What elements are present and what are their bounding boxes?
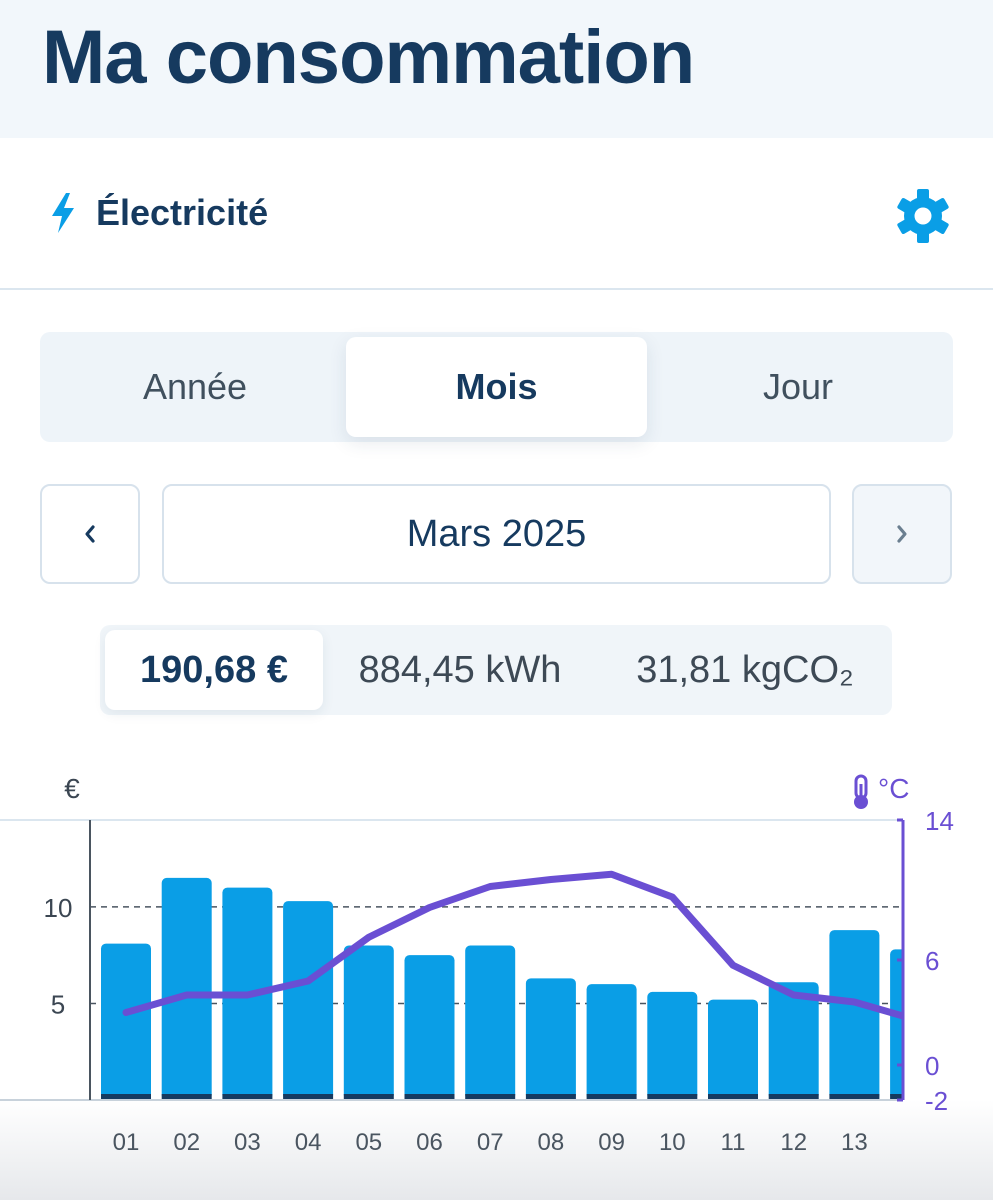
energy-label: Électricité — [96, 192, 269, 233]
thermometer-icon — [854, 774, 868, 809]
period-type-tabs: Année Mois Jour — [40, 332, 953, 442]
bar — [343, 945, 394, 1100]
y2-tick-label: 14 — [925, 806, 954, 836]
bottom-fade — [0, 1100, 993, 1200]
x-tick-label: 09 — [598, 1129, 625, 1156]
bar — [647, 991, 698, 1100]
metric-co2[interactable]: 31,81 kgCO₂ — [636, 648, 854, 691]
x-tick-label: 03 — [234, 1129, 261, 1156]
next-period-button[interactable] — [852, 484, 952, 584]
x-tick-label: 01 — [113, 1129, 140, 1156]
y-tick-label: 10 — [44, 893, 73, 923]
page-title: Ma consommation — [42, 15, 695, 100]
bar-base — [829, 1094, 880, 1100]
bar-base — [586, 1094, 637, 1100]
bar — [768, 982, 819, 1100]
bar — [101, 943, 151, 1100]
bar-base — [404, 1094, 455, 1100]
y2-axis-label: °C — [878, 773, 909, 804]
bar — [283, 901, 334, 1100]
bar — [890, 949, 903, 1100]
tab-mois[interactable]: Mois — [346, 337, 647, 437]
bar-base — [708, 1094, 758, 1100]
y-tick-label: 5 — [51, 989, 65, 1019]
bar — [829, 930, 880, 1100]
y-axis-label: € — [64, 773, 80, 804]
x-tick-label: 04 — [295, 1129, 322, 1156]
bar-base — [161, 1094, 212, 1100]
gear-icon[interactable] — [895, 188, 951, 244]
metric-energy[interactable]: 884,45 kWh — [358, 648, 562, 691]
x-tick-label: 08 — [538, 1129, 565, 1156]
tab-jour[interactable]: Jour — [762, 366, 834, 407]
bolt-icon — [52, 193, 74, 233]
bar-base — [343, 1094, 394, 1100]
metric-cost[interactable]: 190,68 € — [105, 630, 323, 710]
chevron-right-icon — [897, 525, 907, 543]
energy-selector[interactable]: Électricité — [0, 138, 993, 290]
x-tick-label: 02 — [173, 1129, 200, 1156]
x-tick-label: 07 — [477, 1129, 504, 1156]
period-label[interactable]: Mars 2025 — [162, 484, 831, 584]
metric-tabs: 190,68 € 884,45 kWh 31,81 kgCO₂ — [100, 625, 892, 715]
x-tick-label: 12 — [780, 1129, 807, 1156]
bar-base — [222, 1094, 273, 1100]
x-tick-label: 10 — [659, 1129, 686, 1156]
consumption-chart[interactable]: € °C 10 5 01 02 03 04 05 06 07 08 09 10 11 12 13 14 6 0 -2 — [0, 740, 993, 1200]
bar — [708, 999, 758, 1100]
y2-tick-label: 6 — [925, 946, 939, 976]
previous-period-button[interactable] — [40, 484, 140, 584]
bar-base — [283, 1094, 334, 1100]
x-tick-label: 06 — [416, 1129, 443, 1156]
temperature-line — [122, 870, 903, 1020]
tab-annee[interactable]: Année — [142, 366, 248, 407]
x-tick-label: 05 — [355, 1129, 382, 1156]
header: Ma consommation — [0, 0, 993, 138]
bar — [465, 945, 516, 1100]
chart-svg: € °C 10 5 01 02 03 04 05 06 07 08 09 10 11 12 13 14 6 0 -2 — [0, 773, 954, 1156]
bar — [586, 984, 637, 1100]
bar-base — [525, 1094, 576, 1100]
x-tick-label: 11 — [721, 1129, 746, 1156]
y2-tick-label: 0 — [925, 1051, 939, 1081]
bar — [404, 955, 455, 1100]
bar-base — [465, 1094, 516, 1100]
bar-base — [101, 1094, 151, 1100]
y2-tick-label: -2 — [925, 1086, 948, 1116]
chevron-left-icon — [85, 525, 95, 543]
bar-base — [890, 1094, 903, 1100]
bar — [161, 877, 212, 1100]
bar-base — [647, 1094, 698, 1100]
bar-base — [768, 1094, 819, 1100]
x-tick-label: 13 — [841, 1129, 868, 1156]
bar — [525, 978, 576, 1100]
